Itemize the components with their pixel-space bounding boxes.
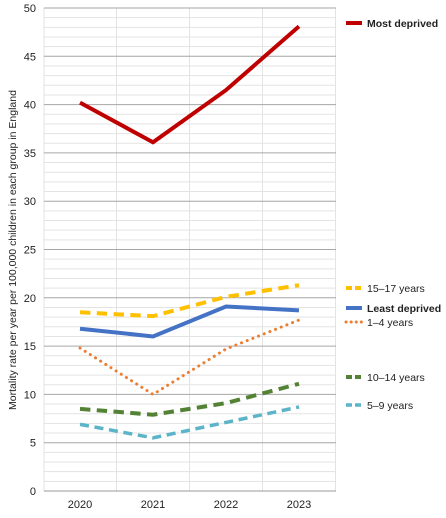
legend-label: 5–9 years [367, 400, 413, 412]
y-tick-label: 25 [24, 245, 36, 257]
y-tick-label: 15 [24, 341, 36, 353]
series-line [79, 24, 301, 145]
legend-label: 1–4 years [367, 317, 413, 329]
y-tick-label: 30 [24, 196, 36, 208]
series-line [79, 283, 300, 319]
x-tick-label: 2021 [141, 499, 165, 511]
y-tick-label: 45 [24, 51, 36, 63]
series-lines [78, 24, 301, 440]
y-tick-label: 20 [24, 293, 36, 305]
y-tick-label: 40 [24, 100, 36, 112]
y-tick-label: 5 [30, 438, 36, 450]
y-tick-label: 0 [30, 486, 36, 498]
legend-label: Most deprived [367, 18, 438, 30]
y-axis-label: Mortality rate per year per 100,000 chil… [7, 90, 19, 410]
series-line [79, 381, 300, 417]
series-line [79, 405, 300, 440]
series-line [79, 304, 300, 339]
x-tick-label: 2022 [214, 499, 238, 511]
legend-label: 15–17 years [367, 283, 425, 295]
x-tick-label: 2023 [287, 499, 311, 511]
legend-label: Least deprived [367, 303, 441, 315]
y-axis-ticks: 0 5 10 15 20 25 30 35 40 45 50 [24, 3, 36, 498]
series-line [78, 318, 301, 397]
y-tick-label: 35 [24, 148, 36, 160]
legend-label: 10–14 years [367, 372, 425, 384]
y-tick-label: 10 [24, 389, 36, 401]
x-tick-label: 2020 [68, 499, 92, 511]
legend: Most deprived 15–17 years Least deprived 1–… [344, 18, 441, 412]
gridlines [43, 7, 336, 492]
y-tick-label: 50 [24, 3, 36, 15]
x-axis-ticks: 2020 2021 2022 2023 [68, 499, 311, 511]
